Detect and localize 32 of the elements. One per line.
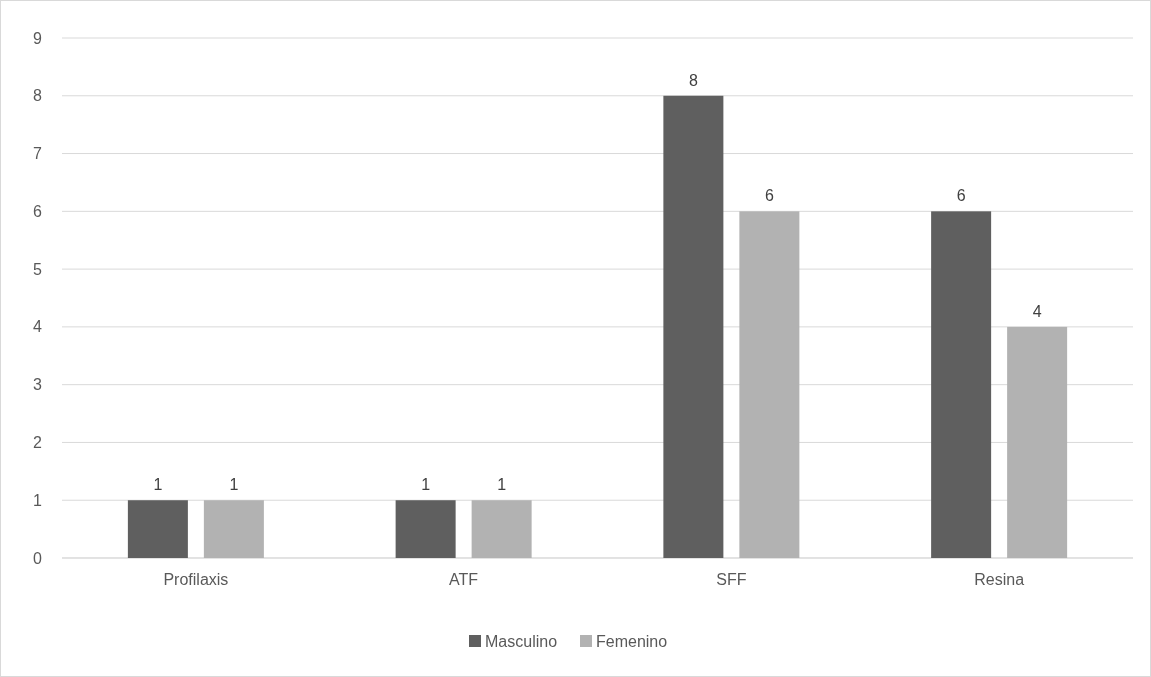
x-tick-label: SFF [716, 571, 747, 588]
data-label: 1 [229, 476, 239, 494]
y-tick-label: 4 [33, 318, 43, 336]
bar [739, 211, 800, 558]
x-tick-label: Profilaxis [163, 571, 229, 588]
bar [471, 500, 532, 558]
y-tick-label: 6 [33, 202, 43, 220]
x-tick-label: ATF [449, 571, 479, 588]
data-label: 1 [421, 476, 431, 494]
data-label: 6 [956, 187, 966, 205]
bar [1007, 326, 1068, 558]
data-label: 1 [153, 476, 163, 494]
data-label: 8 [688, 71, 698, 89]
legend-label: Masculino [485, 632, 558, 650]
bar [203, 500, 264, 558]
data-label: 6 [764, 187, 774, 205]
bar [127, 500, 188, 558]
y-tick-label: 0 [33, 549, 43, 567]
y-tick-label: 7 [33, 145, 43, 163]
bar [931, 211, 992, 558]
y-tick-label: 8 [33, 87, 43, 105]
bar [395, 500, 456, 558]
y-tick-label: 5 [33, 260, 43, 278]
bar [663, 95, 724, 558]
legend-label: Femenino [596, 632, 668, 650]
y-tick-label: 2 [33, 434, 43, 452]
y-tick-label: 9 [33, 29, 43, 47]
data-label: 1 [497, 476, 507, 494]
y-tick-label: 3 [33, 376, 43, 394]
x-tick-label: Resina [974, 571, 1025, 588]
data-label: 4 [1032, 302, 1042, 320]
y-tick-label: 1 [33, 491, 43, 509]
